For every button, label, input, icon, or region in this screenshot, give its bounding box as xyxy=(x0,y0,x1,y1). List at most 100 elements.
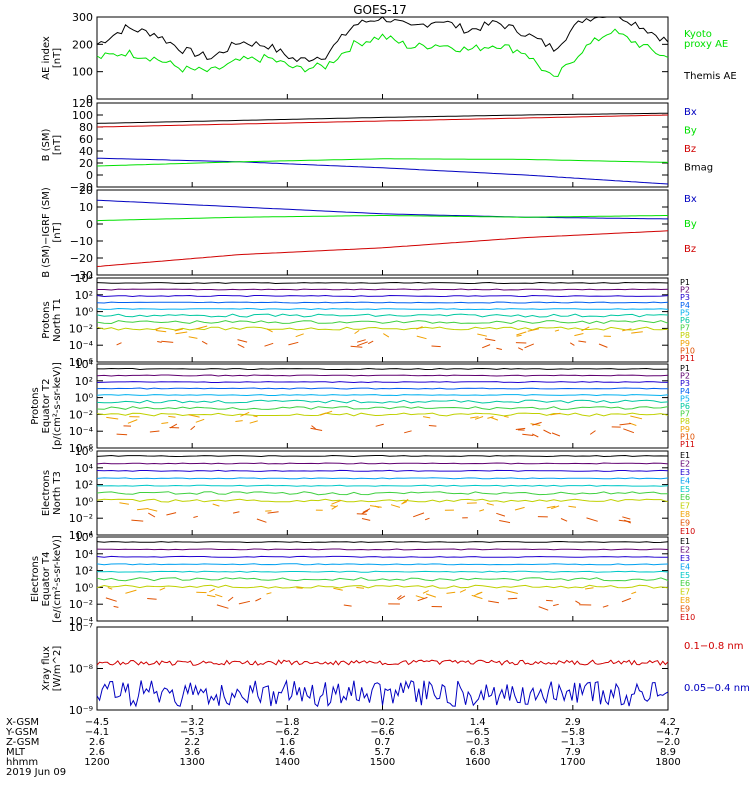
channel-segment xyxy=(589,430,596,435)
y-axis-label: [W/m^2] xyxy=(52,646,63,692)
channel-segment xyxy=(215,594,223,598)
channel-label: P10 xyxy=(680,432,695,441)
channel-trace xyxy=(97,484,669,487)
y-tick-label: 0 xyxy=(86,218,93,231)
channel-trace xyxy=(96,380,669,384)
y-tick-label: 10⁻⁹ xyxy=(69,704,93,717)
x-row-label: MLT xyxy=(6,747,26,758)
channel-segment xyxy=(155,327,161,331)
y-tick-label: 10⁻⁴ xyxy=(69,425,94,438)
channel-label: E7 xyxy=(680,502,690,511)
y-axis-label: Electrons xyxy=(41,470,52,516)
channel-label: E5 xyxy=(680,485,690,494)
channel-segment xyxy=(116,342,122,346)
channel-segment xyxy=(515,427,526,430)
y-tick-label: 0 xyxy=(86,93,93,106)
channel-segment xyxy=(425,593,436,598)
x-row-value: −5.3 xyxy=(180,727,204,738)
channel-segment xyxy=(267,511,279,514)
series-themis-ae xyxy=(96,16,669,63)
y-axis-label: North T1 xyxy=(52,298,63,342)
series-xray-short xyxy=(96,679,669,708)
channel-trace xyxy=(96,374,669,377)
y-tick-label: 20 xyxy=(79,157,93,170)
channel-segment xyxy=(507,597,518,600)
channel-segment xyxy=(131,519,144,522)
channel-segment xyxy=(390,504,401,508)
channel-label: P10 xyxy=(680,346,695,355)
channel-segment xyxy=(428,425,437,427)
channel-segment xyxy=(188,336,198,339)
channel-segment xyxy=(446,591,456,594)
series-bz xyxy=(96,114,669,128)
channel-segment xyxy=(631,591,637,595)
channel-segment xyxy=(516,331,527,336)
channel-segment xyxy=(484,338,496,342)
channel-segment xyxy=(574,333,584,337)
x-row-value: 7.9 xyxy=(565,747,581,758)
channel-trace xyxy=(96,477,669,480)
channel-segment xyxy=(310,427,323,431)
y-tick-label: 10⁻⁶ xyxy=(69,442,94,455)
channel-label: E9 xyxy=(680,519,690,528)
channel-trace xyxy=(96,584,669,589)
channel-segment xyxy=(206,594,216,598)
y-tick-label: 20 xyxy=(79,184,93,197)
series-by xyxy=(96,215,668,222)
channel-segment xyxy=(560,518,568,522)
channel-segment xyxy=(499,520,511,524)
channel-segment xyxy=(237,343,245,349)
channel-segment xyxy=(424,517,430,521)
x-row-value: 2.9 xyxy=(565,717,581,728)
channel-segment xyxy=(471,594,483,600)
channel-segment xyxy=(621,597,631,603)
channel-segment xyxy=(496,347,503,350)
channel-segment xyxy=(470,416,479,419)
legend-entry: 0.1−0.8 nm xyxy=(684,641,743,652)
channel-segment xyxy=(546,505,556,509)
channel-trace xyxy=(96,540,669,544)
channel-segment xyxy=(232,511,240,514)
channel-segment xyxy=(538,606,549,611)
channel-segment xyxy=(522,433,534,436)
channel-segment xyxy=(295,333,304,338)
legend-entry: proxy AE xyxy=(684,39,728,50)
x-row-value: 2.6 xyxy=(89,737,105,748)
channel-segment xyxy=(195,418,205,423)
channel-label: P1 xyxy=(680,278,690,287)
channel-trace xyxy=(96,320,669,325)
channel-trace xyxy=(96,498,669,503)
y-tick-label: 10² xyxy=(75,375,93,388)
channel-label: E6 xyxy=(680,579,690,588)
y-tick-label: 10⁻⁴ xyxy=(69,339,94,352)
channel-segment xyxy=(585,587,594,590)
channel-trace xyxy=(97,367,669,371)
channel-label: P8 xyxy=(680,331,690,340)
channel-segment xyxy=(622,516,631,520)
channel-label: P9 xyxy=(680,339,690,348)
panel-pn: 10⁴ 10² 10⁰ 10⁻² 10⁻⁴ 10⁻⁶ Protons North T1 P1P2… xyxy=(41,272,695,369)
x-row-value: 1500 xyxy=(370,757,395,768)
channel-trace xyxy=(96,462,669,465)
channel-segment xyxy=(253,415,258,418)
x-row-value: −1.3 xyxy=(561,737,585,748)
channel-segment xyxy=(227,596,234,602)
channel-segment xyxy=(174,328,183,332)
figure-title: GOES-17 xyxy=(353,3,407,17)
y-axis-label: Protons xyxy=(30,387,41,424)
y-axis-label: Xray flux xyxy=(41,646,52,691)
y-axis-label: Equator T2 xyxy=(41,379,52,434)
channel-segment xyxy=(487,416,494,419)
y-tick-label: 60 xyxy=(79,133,93,146)
y-tick-label: −20 xyxy=(70,181,93,194)
channel-label: P11 xyxy=(680,440,695,449)
channel-label: P8 xyxy=(680,417,690,426)
channel-label: E3 xyxy=(680,554,690,563)
y-tick-label: 40 xyxy=(79,145,93,158)
channel-segment xyxy=(422,590,429,594)
channel-segment xyxy=(569,342,575,346)
x-row-value: −3.2 xyxy=(180,717,204,728)
channel-segment xyxy=(288,341,299,346)
channel-segment xyxy=(404,430,412,434)
